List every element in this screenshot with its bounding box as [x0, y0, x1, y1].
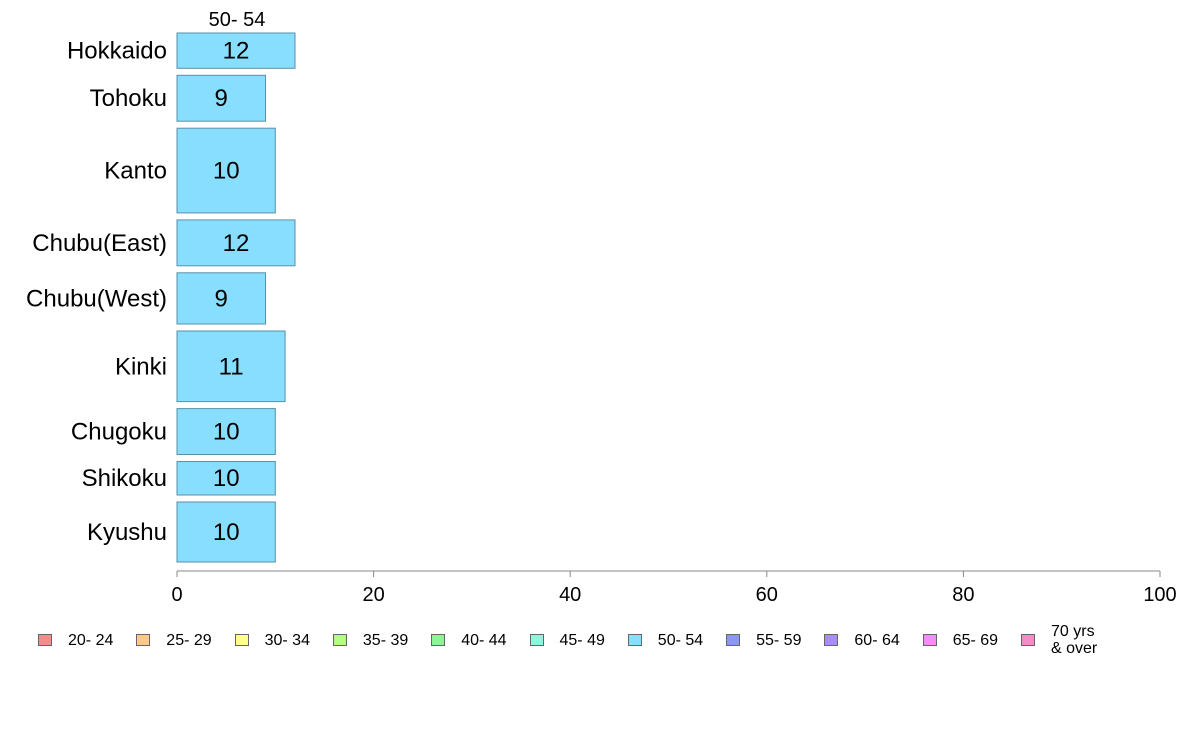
legend-item: 65- 69: [922, 622, 999, 658]
bar-tohoku: [176, 74, 266, 122]
legend-swatch: [922, 634, 937, 646]
x-tick-label: 40: [559, 584, 581, 606]
legend-label: 30- 34: [264, 631, 310, 649]
legend-swatch: [234, 634, 249, 646]
x-tick-label: 80: [952, 584, 974, 606]
bar-hokkaido: [176, 32, 296, 69]
value-label: 10: [213, 419, 240, 446]
x-tick-label: 0: [171, 584, 182, 606]
value-label: 9: [215, 285, 228, 312]
legend-item: 55- 59: [726, 622, 801, 658]
legend-label: 65- 69: [952, 631, 999, 649]
category-label: Kanto: [104, 158, 167, 185]
bars-group: Hokkaido 12 Tohoku 9 Kanto 10 Chubu(East) 12 Chu…: [26, 32, 296, 563]
x-axis: 0 20 40 60 80 100: [171, 570, 1177, 606]
legend-label: 25- 29: [166, 631, 212, 649]
legend-item: 40- 44: [431, 622, 507, 658]
bar-kanto: [176, 127, 276, 214]
legend-label: 50- 54: [657, 631, 704, 649]
value-label: 9: [215, 85, 228, 112]
category-label: Chubu(West): [26, 285, 167, 312]
legend-swatch: [1021, 634, 1035, 646]
legend-label: 45- 49: [559, 631, 605, 649]
series-title-label: 50- 54: [209, 9, 266, 31]
category-label: Chubu(East): [32, 230, 167, 257]
legend-swatch: [529, 634, 544, 646]
value-label: 11: [219, 353, 244, 380]
bar-chubu-east: [176, 219, 296, 267]
legend-label: 60- 64: [854, 631, 900, 649]
bar-chugoku: [176, 408, 276, 456]
legend-item: 70 yrs & over: [1021, 622, 1097, 658]
legend-swatch: [627, 634, 642, 646]
legend-item: 20- 24: [38, 622, 113, 658]
value-label: 12: [223, 230, 250, 257]
legend-item: 60- 64: [824, 622, 900, 658]
legend: 20- 24 25- 29 30- 34 35- 39 40- 44 45- 49 50- …: [38, 622, 1158, 662]
legend-item: 35- 39: [332, 622, 409, 658]
value-label: 12: [223, 38, 250, 65]
category-label: Tohoku: [90, 85, 167, 112]
bar-kyushu: [176, 501, 276, 563]
legend-label: 40- 44: [461, 631, 507, 649]
category-label: Shikoku: [82, 465, 167, 492]
legend-item: 50- 54: [627, 622, 704, 658]
category-label: Kinki: [115, 353, 167, 380]
value-label: 10: [213, 465, 240, 492]
legend-item: 25- 29: [136, 622, 212, 658]
legend-label: 35- 39: [362, 631, 409, 649]
x-tick-label: 60: [756, 584, 778, 606]
legend-label: 20- 24: [68, 631, 114, 649]
bar-kinki: [176, 330, 286, 403]
legend-swatch: [38, 634, 52, 646]
legend-swatch: [824, 634, 839, 646]
legend-item: 45- 49: [529, 622, 605, 658]
legend-label: 55- 59: [756, 631, 802, 649]
legend-swatch: [726, 634, 741, 646]
x-tick-label: 20: [362, 584, 384, 606]
legend-item: 30- 34: [234, 622, 310, 658]
category-label: Kyushu: [87, 519, 167, 546]
category-label: Chugoku: [71, 419, 167, 446]
bar-chart: 50- 54 Hokkaido 12 Tohoku 9 Kanto 10 Chubu(Eas…: [26, 9, 1177, 606]
bar-chubu-west: [176, 272, 266, 325]
legend-label: 70 yrs & over: [1051, 623, 1098, 657]
value-label: 10: [213, 158, 240, 185]
value-label: 10: [213, 519, 240, 546]
legend-swatch: [332, 634, 347, 646]
category-label: Hokkaido: [67, 38, 167, 65]
legend-swatch: [431, 634, 446, 646]
x-tick-label: 100: [1143, 584, 1176, 606]
bar-shikoku: [176, 461, 276, 496]
legend-swatch: [136, 634, 151, 646]
